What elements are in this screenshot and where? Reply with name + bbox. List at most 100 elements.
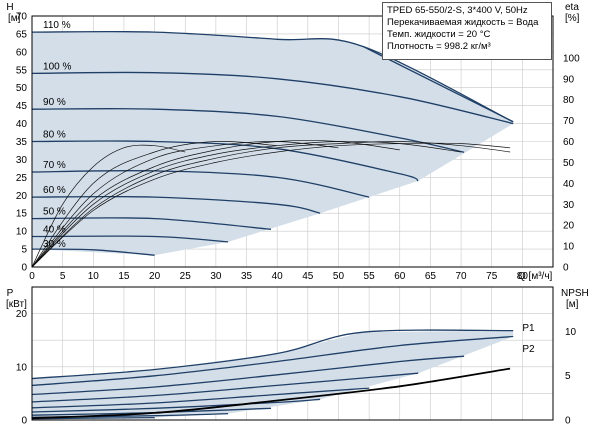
y2-tick-label: 20 [563, 221, 575, 232]
y-tick-label: 25 [16, 173, 28, 184]
hq-curve [31, 195, 321, 214]
power-curve [31, 355, 465, 396]
hq-curve [31, 170, 370, 198]
y2-tick-label: 70 [563, 116, 575, 127]
x-tick-label: 45 [302, 271, 314, 282]
y2-tick-label: 40 [563, 179, 575, 190]
speed-label: 110 % [43, 20, 71, 31]
info-line-fluid: Перекачиваемая жидкость = Вода [387, 17, 539, 28]
x-tick-label: 65 [425, 271, 437, 282]
y2-tick-label: 50 [563, 158, 575, 169]
power-curve [31, 387, 370, 409]
y2-axis-label: eta [565, 2, 579, 13]
y-axis-label: H [6, 2, 13, 13]
speed-label: 70 % [43, 160, 66, 171]
x-tick-label: 20 [149, 271, 161, 282]
y-tick-label: 55 [16, 65, 28, 76]
p1-label: P1 [522, 323, 535, 334]
y2-axis-unit: [%] [565, 13, 580, 24]
x-tick-label: 15 [118, 271, 130, 282]
x-tick-label: 0 [29, 271, 35, 282]
speed-label: 80 % [43, 130, 66, 141]
speed-label: 90 % [43, 97, 66, 108]
x-tick-label: 60 [394, 271, 406, 282]
p-axis-unit: [кВт] [6, 299, 27, 310]
operating-area [32, 31, 514, 256]
y-tick-label: 20 [16, 191, 28, 202]
speed-label: 100 % [43, 61, 71, 72]
speed-label: 40 % [43, 225, 66, 236]
p-axis-label: P [7, 288, 14, 299]
x-tick-label: 55 [364, 271, 376, 282]
y-tick-label: 50 [16, 83, 28, 94]
power-curve [31, 398, 321, 413]
x-tick-label: 40 [272, 271, 284, 282]
x-tick-label: 25 [180, 271, 192, 282]
npsh-tick-label: 0 [565, 416, 571, 427]
x-tick-label: 10 [88, 271, 100, 282]
power-curve [31, 335, 514, 387]
y-tick-label: 10 [16, 227, 28, 238]
y-tick-label: 35 [16, 137, 28, 148]
info-line-density: Плотность = 998.2 кг/м³ [387, 41, 491, 52]
y-tick-label: 45 [16, 101, 28, 112]
y2-tick-label: 80 [563, 95, 575, 106]
x-tick-label: 5 [60, 271, 66, 282]
y2-tick-label: 60 [563, 137, 575, 148]
speed-label: 60 % [43, 185, 66, 196]
y2-tick-label: 0 [563, 263, 569, 274]
top-plot-frame [31, 15, 554, 268]
hq-curve [31, 217, 272, 230]
y-tick-label: 0 [21, 263, 27, 274]
bottom-plot-frame [31, 286, 554, 421]
y-tick-label: 60 [16, 47, 28, 58]
p-tick-label: 20 [16, 309, 28, 320]
npsh-curve [31, 367, 511, 420]
y-tick-label: 30 [16, 155, 28, 166]
hq-curve [31, 71, 514, 125]
x-tick-label: 70 [455, 271, 467, 282]
y-tick-label: 40 [16, 119, 28, 130]
x-tick-label: 50 [333, 271, 345, 282]
p2-label: P2 [522, 344, 535, 355]
x-tick-label: 80 [517, 271, 529, 282]
y-tick-label: 65 [16, 29, 28, 40]
y2-tick-label: 30 [563, 200, 575, 211]
y-tick-label: 15 [16, 209, 28, 220]
x-tick-label: 75 [486, 271, 498, 282]
eta-curve [31, 142, 511, 268]
x-tick-label: 35 [241, 271, 253, 282]
eta-curve [31, 141, 462, 268]
hq-curve [31, 108, 465, 153]
hq-curve [31, 140, 419, 182]
y2-tick-label: 10 [563, 242, 575, 253]
npsh-tick-label: 5 [565, 371, 571, 382]
npsh-axis-label: NPSH [561, 288, 589, 299]
info-line-temp: Темп. жидкости = 20 °C [387, 29, 491, 40]
eta-curve [31, 141, 278, 268]
power-curve [31, 372, 419, 403]
info-title: TPED 65-550/2-S, 3*400 V, 50Hz [387, 5, 528, 16]
npsh-tick-label: 10 [565, 327, 577, 338]
info-box: TPED 65-550/2-S, 3*400 V, 50Hz Перекачив… [382, 2, 552, 60]
p-tick-label: 0 [21, 416, 27, 427]
p-tick-label: 10 [16, 362, 28, 373]
eta-curve [31, 141, 511, 268]
y2-tick-label: 100 [563, 53, 580, 64]
hq-curve [31, 235, 229, 243]
hq-curve [31, 248, 155, 256]
y-tick-label: 5 [21, 245, 27, 256]
x-axis-label: Q [м³/ч] [518, 271, 553, 282]
y-axis-unit: [м] [8, 13, 21, 24]
eta-curve [31, 144, 186, 268]
speed-label: 30 % [43, 239, 66, 250]
speed-label: 50 % [43, 207, 66, 218]
y2-tick-label: 90 [563, 74, 575, 85]
power-curve [31, 329, 514, 380]
npsh-axis-unit: [м] [566, 299, 579, 310]
hq-curve [31, 30, 514, 123]
x-tick-label: 30 [210, 271, 222, 282]
y-tick-label: 70 [16, 12, 28, 23]
